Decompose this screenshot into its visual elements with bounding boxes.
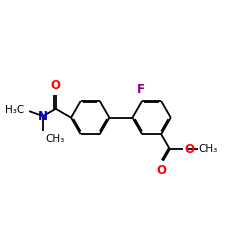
Text: CH₃: CH₃: [199, 144, 218, 154]
Text: H₃C: H₃C: [6, 106, 25, 116]
Text: O: O: [157, 164, 167, 177]
Text: N: N: [38, 110, 48, 123]
Text: O: O: [184, 142, 194, 156]
Text: F: F: [137, 83, 145, 96]
Text: CH₃: CH₃: [45, 134, 64, 144]
Text: O: O: [51, 79, 61, 92]
